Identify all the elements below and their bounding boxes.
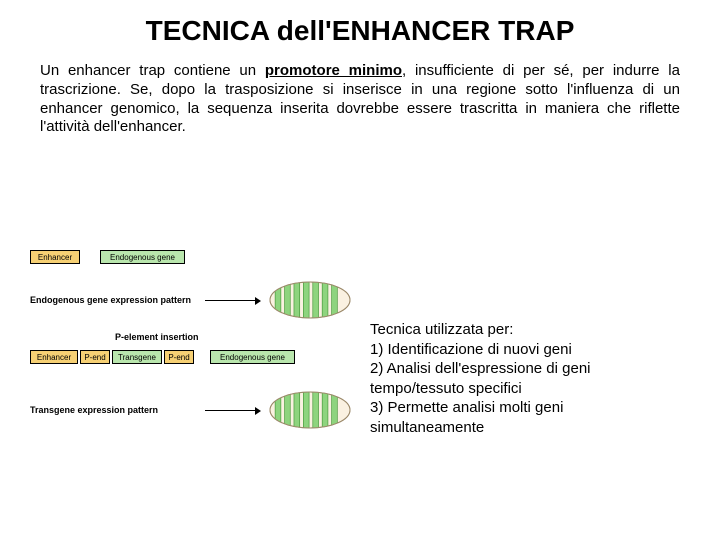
row3-box-2: Transgene [112, 350, 162, 364]
uses-item: simultaneamente [370, 418, 591, 438]
uses-heading: Tecnica utilizzata per: [370, 320, 591, 340]
row2-embryo [268, 280, 352, 320]
para-pre: Un enhancer trap contiene un [40, 62, 265, 79]
uses-item: tempo/tessuto specifici [370, 379, 591, 399]
row3-box-4: Endogenous gene [210, 350, 295, 364]
uses-list: Tecnica utilizzata per: 1) Identificazio… [370, 320, 591, 437]
row4-arrow [205, 410, 255, 411]
page-title: TECNICA dell'ENHANCER TRAP [40, 15, 680, 47]
row3-box-3: P-end [164, 350, 194, 364]
row3-toplabel: P-element insertion [115, 332, 199, 342]
row1-box-0: Enhancer [30, 250, 80, 264]
row4-label: Transgene expression pattern [30, 405, 158, 415]
row1-box-1: Endogenous gene [100, 250, 185, 264]
row4-embryo [268, 390, 352, 430]
uses-item: 2) Analisi dell'espressione di geni [370, 359, 591, 379]
para-underline: promotore minimo [265, 62, 402, 79]
enhancer-trap-diagram: Enhancer Endogenous gene Endogenous gene e… [30, 240, 350, 440]
uses-item: 3) Permette analisi molti geni [370, 398, 591, 418]
uses-item: 1) Identificazione di nuovi geni [370, 340, 591, 360]
row2-arrow [205, 300, 255, 301]
row2-label: Endogenous gene expression pattern [30, 295, 191, 305]
intro-paragraph: Un enhancer trap contiene un promotore m… [40, 62, 680, 137]
row3-box-1: P-end [80, 350, 110, 364]
row3-box-0: Enhancer [30, 350, 78, 364]
